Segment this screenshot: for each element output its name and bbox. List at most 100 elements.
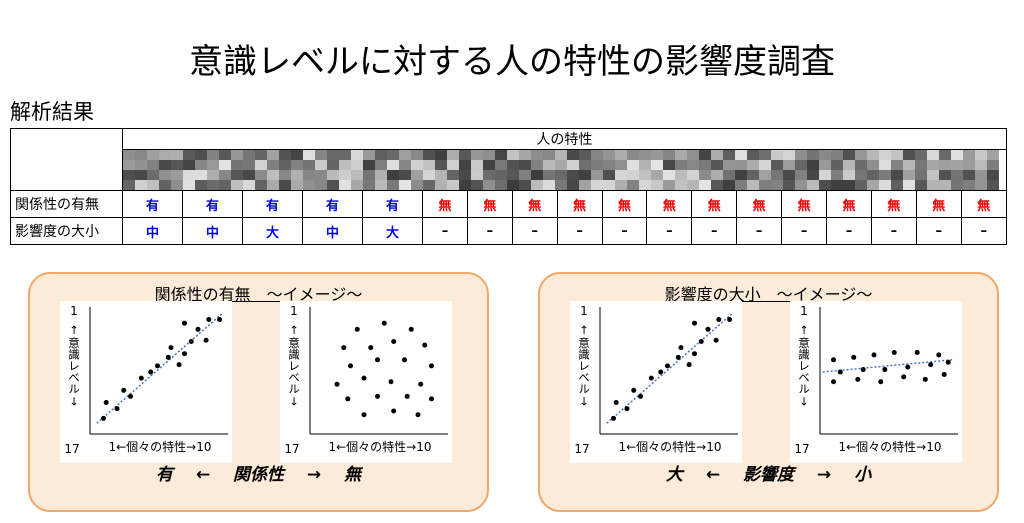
dot bbox=[638, 393, 643, 399]
pixel bbox=[903, 170, 915, 180]
cell: 無 bbox=[781, 190, 828, 218]
pixel bbox=[627, 160, 639, 170]
dot bbox=[631, 387, 637, 393]
pixel bbox=[891, 160, 903, 170]
pixel bbox=[651, 160, 663, 170]
pixel bbox=[267, 180, 279, 190]
pixel bbox=[987, 150, 999, 160]
pixel bbox=[243, 150, 255, 160]
dot bbox=[368, 345, 374, 351]
scatter-image: 1 ↑意識レベル↓ 17 1←個々の特性→10 bbox=[60, 301, 232, 463]
dot bbox=[611, 415, 616, 421]
cell: 有 bbox=[182, 190, 243, 218]
dot bbox=[375, 393, 380, 399]
pixel bbox=[387, 150, 399, 160]
pixel bbox=[867, 180, 879, 190]
subtitle: 解析結果 bbox=[10, 100, 94, 124]
pixel bbox=[315, 170, 327, 180]
pixel bbox=[231, 160, 243, 170]
dot bbox=[391, 339, 397, 344]
pixel bbox=[135, 170, 147, 180]
pixel bbox=[219, 160, 231, 170]
y-bottom-label: 17 bbox=[574, 442, 589, 456]
pixel bbox=[783, 170, 795, 180]
pixel bbox=[399, 180, 411, 190]
cell: 無 bbox=[691, 190, 738, 218]
pixel bbox=[387, 170, 399, 180]
dot bbox=[206, 317, 212, 323]
pixel bbox=[423, 150, 435, 160]
pixel bbox=[567, 180, 579, 190]
pixel bbox=[351, 170, 363, 180]
panel: 関係性の有無 ～イメージ～ 有 ← 関係性 → 無 1 ↑意識レベル↓ 17 1←個々の特… bbox=[28, 272, 489, 512]
pixel bbox=[651, 150, 663, 160]
panel-caption: 大 ← 影響度 → 小 bbox=[665, 465, 872, 485]
pixel bbox=[603, 180, 615, 190]
pixel bbox=[435, 150, 447, 160]
pixel bbox=[807, 180, 819, 190]
pixel bbox=[711, 180, 723, 190]
cell: 無 bbox=[511, 190, 558, 218]
pixel bbox=[207, 170, 219, 180]
pixel bbox=[303, 150, 315, 160]
cell: 大 bbox=[242, 217, 303, 245]
dot bbox=[404, 393, 410, 399]
dot bbox=[692, 351, 697, 357]
pixel bbox=[639, 150, 651, 160]
panel-title: 関係性の有無 ～イメージ～ bbox=[154, 285, 363, 304]
pixel bbox=[495, 160, 507, 170]
pixel bbox=[663, 170, 675, 180]
pixel bbox=[783, 180, 795, 190]
pixel bbox=[687, 180, 699, 190]
cell: 中 bbox=[302, 217, 363, 245]
pixel bbox=[975, 150, 987, 160]
row-label: 関係性の有無 bbox=[10, 190, 123, 218]
pixel bbox=[339, 150, 351, 160]
y-axis-label: ↑意識レベル↓ bbox=[67, 323, 81, 409]
dot bbox=[713, 337, 719, 343]
dot bbox=[121, 387, 127, 393]
pixel bbox=[495, 180, 507, 190]
pixel bbox=[339, 160, 351, 170]
pixel bbox=[159, 150, 171, 160]
cell: 有 bbox=[302, 190, 363, 218]
pixel bbox=[903, 150, 915, 160]
pixel bbox=[267, 160, 279, 170]
pixel bbox=[627, 150, 639, 160]
pixel bbox=[963, 160, 975, 170]
pixel bbox=[375, 180, 387, 190]
pixel bbox=[291, 180, 303, 190]
pixel bbox=[339, 180, 351, 190]
pixel bbox=[351, 180, 363, 190]
pixel bbox=[567, 170, 579, 180]
pixel bbox=[135, 160, 147, 170]
pixel bbox=[363, 160, 375, 170]
pixel bbox=[603, 170, 615, 180]
pixel bbox=[831, 170, 843, 180]
cell: 無 bbox=[601, 190, 648, 218]
scatter-image: 1 ↑意識レベル↓ 17 1←個々の特性→10 bbox=[570, 301, 742, 463]
dot bbox=[692, 320, 697, 326]
pixel bbox=[159, 170, 171, 180]
pixel bbox=[615, 150, 627, 160]
header-cell: 人の特性 bbox=[122, 128, 1007, 150]
pixel bbox=[975, 160, 987, 170]
pixel bbox=[483, 150, 495, 160]
pixel bbox=[123, 180, 135, 190]
cell: 有 bbox=[122, 190, 183, 218]
pixel bbox=[711, 160, 723, 170]
pixel bbox=[663, 180, 675, 190]
pixel bbox=[255, 170, 267, 180]
pixel bbox=[807, 150, 819, 160]
dot bbox=[727, 317, 733, 323]
pixel bbox=[219, 170, 231, 180]
pixel bbox=[759, 170, 771, 180]
pixel bbox=[915, 150, 927, 160]
pixel bbox=[219, 180, 231, 190]
pixel bbox=[855, 170, 867, 180]
pixel bbox=[387, 160, 399, 170]
pixel bbox=[375, 160, 387, 170]
cell: – bbox=[870, 217, 917, 245]
y-top-label: 1 bbox=[290, 304, 298, 318]
pixel bbox=[123, 160, 135, 170]
